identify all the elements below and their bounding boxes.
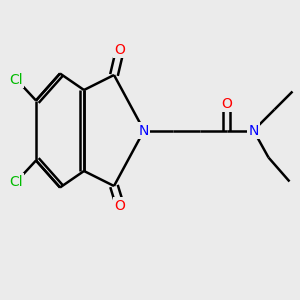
- Text: Cl: Cl: [10, 73, 23, 86]
- Text: N: N: [248, 124, 259, 137]
- Text: O: O: [115, 43, 125, 56]
- Text: N: N: [139, 124, 149, 137]
- Text: O: O: [221, 97, 232, 110]
- Text: O: O: [115, 199, 125, 212]
- Text: Cl: Cl: [10, 175, 23, 188]
